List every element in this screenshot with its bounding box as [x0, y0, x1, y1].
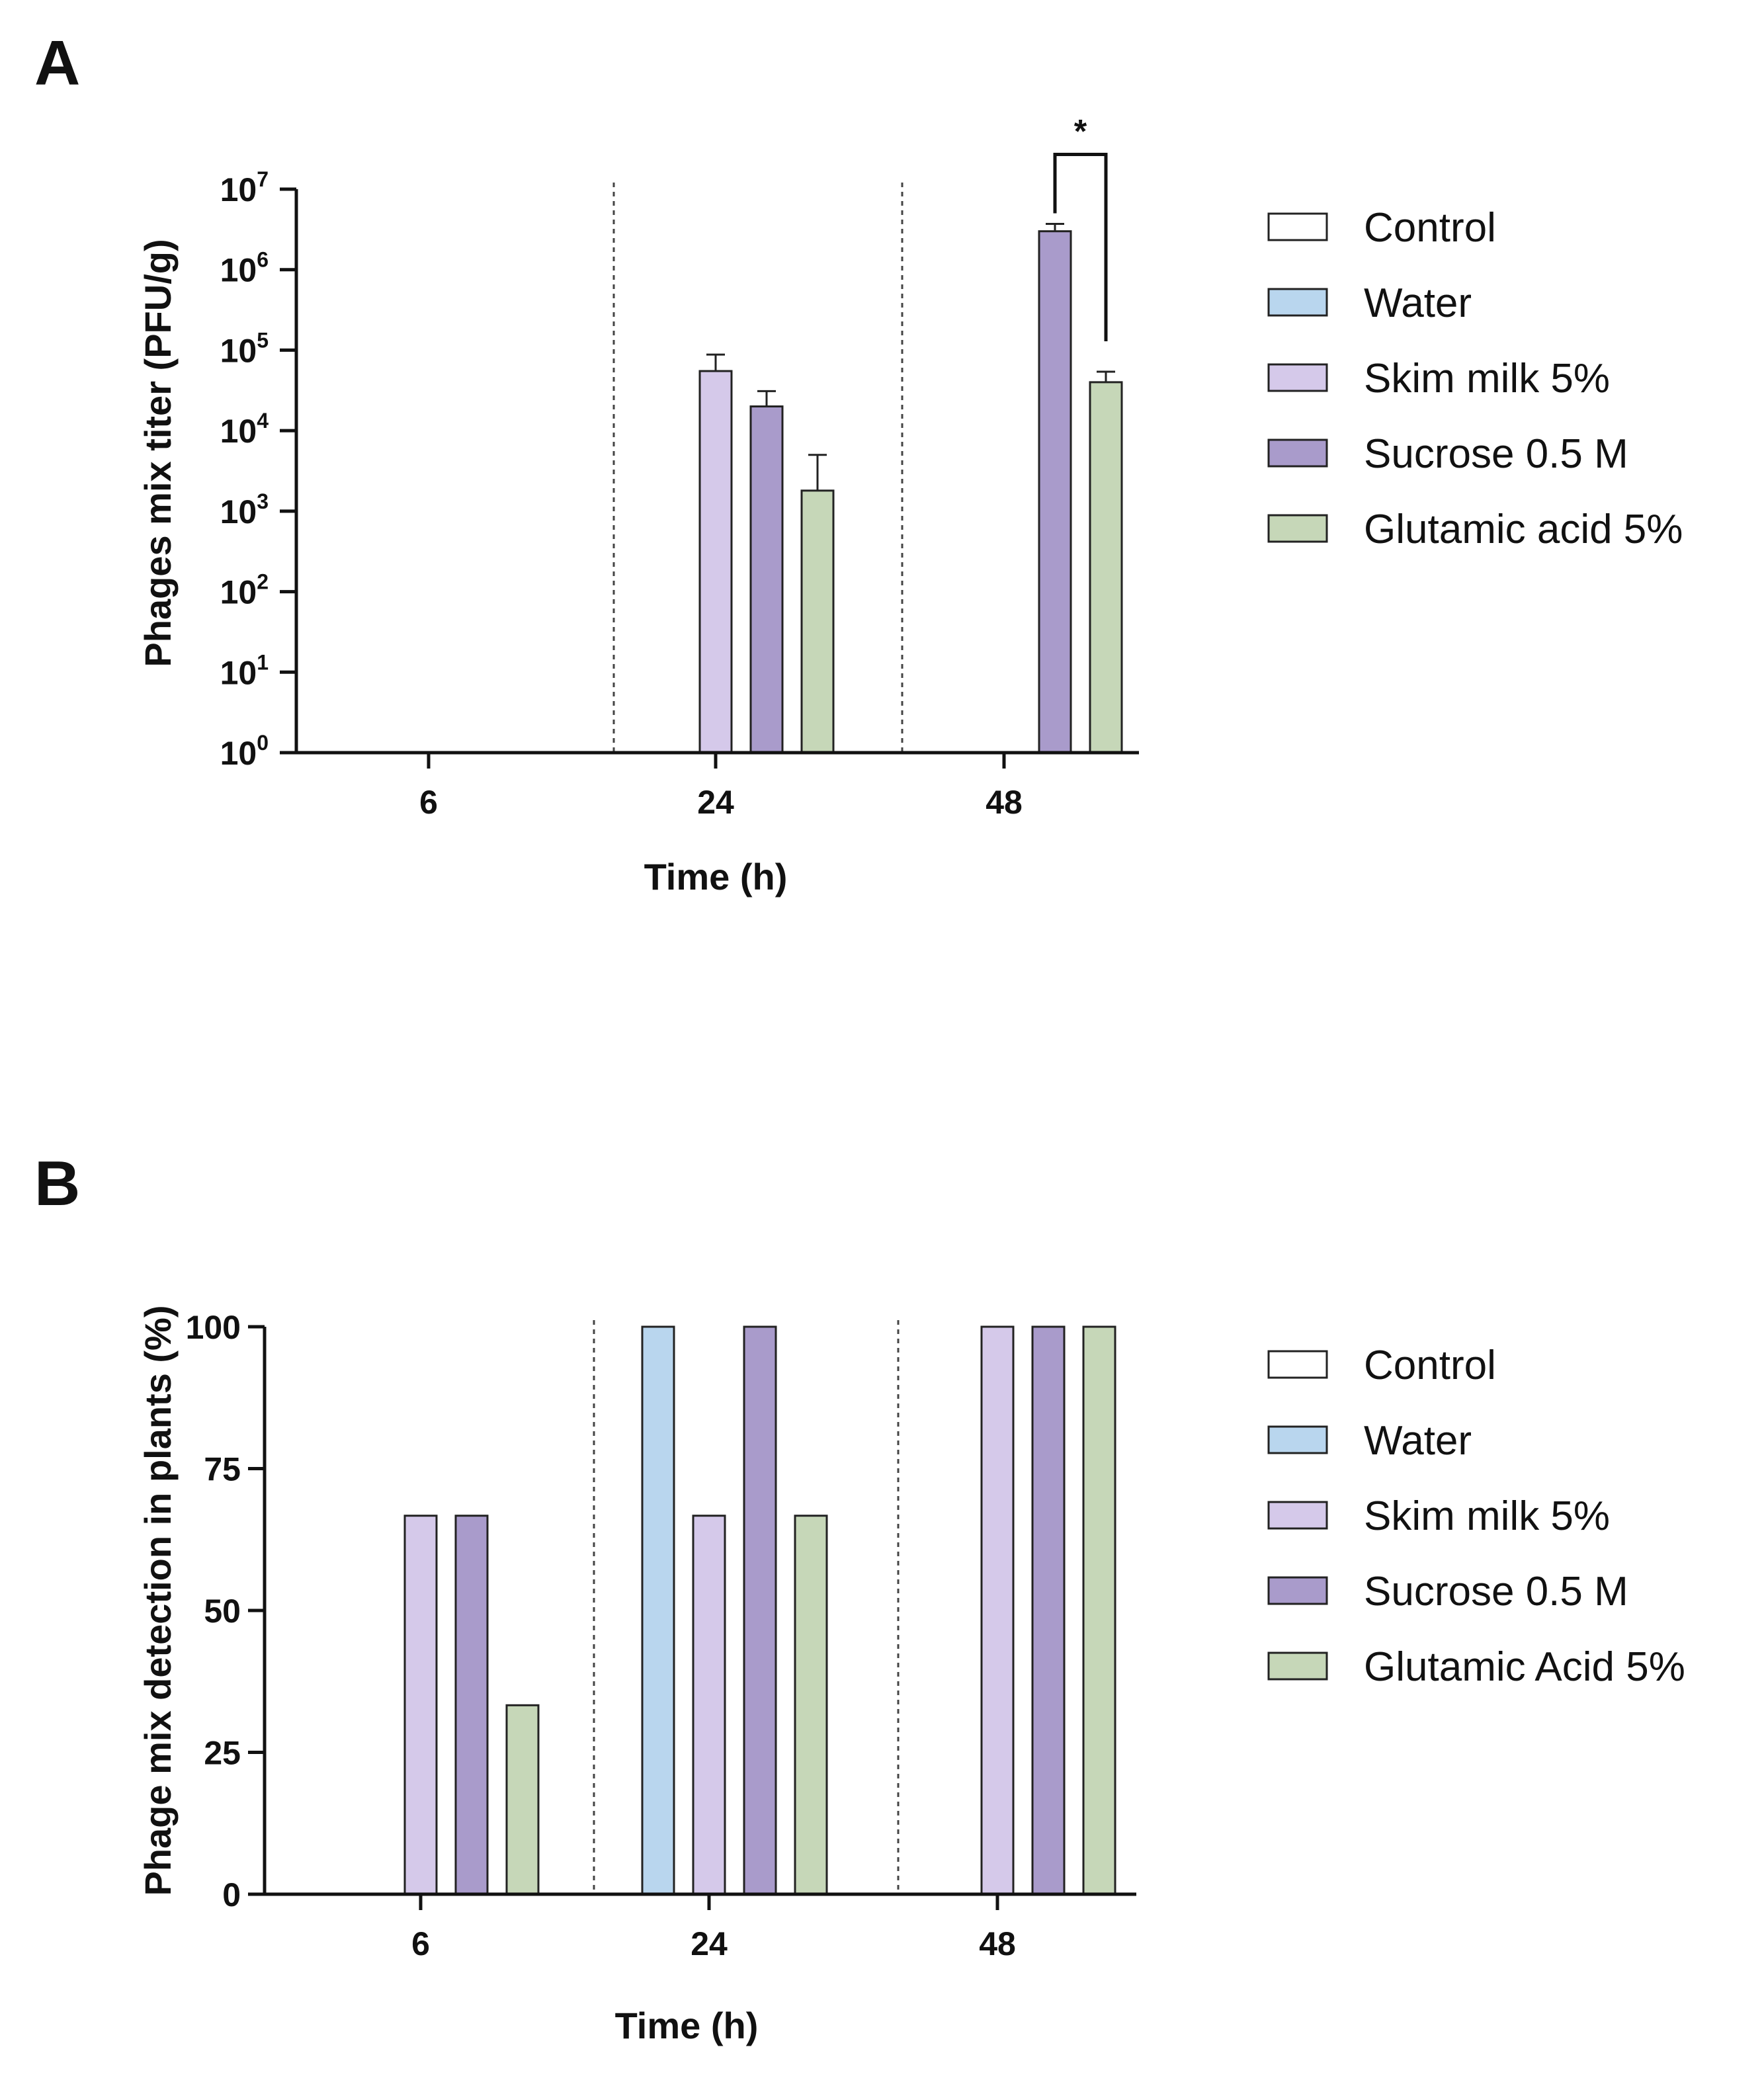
chart-a-y-ticks: 100 101 102 103 104 105 106 107 [220, 167, 296, 772]
chart-a-y-axis-title: Phages mix titer (PFU/g) [137, 239, 179, 667]
chart-a-legend-label-glutamic-acid-5: Glutamic acid 5% [1364, 507, 1683, 552]
panel-label-b: B [34, 1148, 80, 1219]
chart-b-bar-glutamic-acid-5-24 [794, 1515, 828, 1896]
chart-b-bar-sucrose-0-5-m-6 [454, 1515, 489, 1896]
chart-a-x-tick-label-48: 48 [986, 784, 1023, 821]
chart-a-significance-bracket [1053, 153, 1108, 342]
chart-a-legend: Control Water Skim milk 5% Sucrose 0.5 M Glu… [1267, 205, 1683, 552]
chart-a-bar-skim-milk-5-24 [698, 370, 733, 754]
chart-a-bar-glutamic-acid-5-24 [800, 489, 835, 754]
chart-b-bar-glutamic-acid-5-6 [505, 1704, 540, 1896]
chart-b-y-tick-label-0: 0 [222, 1876, 241, 1913]
chart-b-legend-swatch-skim-milk-5 [1267, 1501, 1328, 1530]
chart-a-y-tick-label-1: 101 [220, 650, 269, 691]
chart-b-bar-water-24 [641, 1325, 675, 1896]
panel-label-a: A [34, 28, 80, 99]
chart-b-legend-label-sucrose-0-5-m: Sucrose 0.5 M [1364, 1569, 1628, 1614]
chart-a-y-tick-label-2: 102 [220, 570, 269, 611]
chart-a-bar-sucrose-0-5-m-48 [1038, 230, 1072, 754]
chart-b-bar-skim-milk-5-48 [980, 1325, 1015, 1896]
chart-a-separators [612, 183, 903, 753]
chart-b-legend-swatch-control [1267, 1350, 1328, 1379]
chart-a-y-tick-label-4: 104 [220, 409, 269, 450]
chart-a-x-ticks: 6 24 48 [419, 753, 1023, 821]
chart-a-y-tick-label-6: 106 [220, 248, 269, 289]
chart-a-bars [698, 223, 1123, 754]
chart-a-y-tick-label-3: 103 [220, 489, 269, 530]
chart-a-legend-swatch-water [1267, 288, 1328, 317]
chart-b-legend-label-skim-milk-5: Skim milk 5% [1364, 1493, 1610, 1539]
chart-a-legend-label-water: Water [1364, 280, 1472, 326]
chart-a-x-tick-label-24: 24 [697, 784, 734, 821]
chart-b-y-tick-label-75: 75 [204, 1451, 241, 1488]
chart-a-x-axis-title: Time (h) [644, 856, 788, 898]
chart-b-bar-skim-milk-5-24 [692, 1515, 726, 1896]
chart-a-legend-swatch-glutamic-acid-5 [1267, 514, 1328, 543]
chart-b-y-tick-label-50: 50 [204, 1593, 241, 1630]
chart-a-significance: * [1053, 113, 1108, 342]
chart-a-axes [280, 189, 1139, 755]
chart-b-y-ticks: 0 25 50 75 100 [186, 1309, 265, 1913]
chart-b-x-axis-title: Time (h) [615, 2005, 759, 2046]
chart-b-legend-label-water: Water [1364, 1418, 1472, 1464]
chart-a-legend-label-skim-milk-5: Skim milk 5% [1364, 356, 1610, 401]
chart-b-bar-skim-milk-5-6 [403, 1515, 438, 1896]
chart-a-y-tick-label-0: 100 [220, 731, 269, 772]
chart-b-legend: Control Water Skim milk 5% Sucrose 0.5 M Glu… [1267, 1343, 1685, 1690]
chart-b-x-tick-label-48: 48 [979, 1925, 1016, 1962]
chart-b-legend-label-glutamic-acid-5: Glutamic Acid 5% [1364, 1644, 1685, 1690]
chart-a-x-tick-label-6: 6 [419, 784, 438, 821]
chart-b-x-ticks: 6 24 48 [411, 1894, 1016, 1962]
chart-b-bar-sucrose-0-5-m-48 [1031, 1325, 1066, 1896]
chart-b-legend-swatch-water [1267, 1425, 1328, 1454]
chart-a-bar-sucrose-0-5-m-24 [749, 405, 784, 754]
chart-a-legend-label-sucrose-0-5-m: Sucrose 0.5 M [1364, 431, 1628, 477]
chart-a-legend-swatch-sucrose-0-5-m [1267, 438, 1328, 468]
chart-b-legend-swatch-glutamic-acid-5 [1267, 1651, 1328, 1681]
chart-b-bar-sucrose-0-5-m-24 [743, 1325, 777, 1896]
chart-b-bars [403, 1325, 1116, 1896]
chart-b-legend-swatch-sucrose-0-5-m [1267, 1576, 1328, 1605]
chart-a-legend-label-control: Control [1364, 205, 1496, 251]
chart-b-y-tick-label-100: 100 [186, 1309, 241, 1346]
chart-a-legend-swatch-skim-milk-5 [1267, 363, 1328, 392]
chart-b-x-tick-label-6: 6 [411, 1925, 430, 1962]
chart-b-y-axis-title: Phage mix detection in plants (%) [137, 1305, 179, 1896]
chart-b-x-tick-label-24: 24 [691, 1925, 728, 1962]
chart-a-significance-label: * [1074, 113, 1087, 150]
chart-a-y-tick-label-7: 107 [220, 167, 269, 208]
chart-b-y-tick-label-25: 25 [204, 1735, 241, 1772]
chart-b-separators [593, 1320, 900, 1894]
chart-b-legend-label-control: Control [1364, 1343, 1496, 1388]
chart-a-y-tick-label-5: 105 [220, 328, 269, 369]
chart-a-legend-swatch-control [1267, 212, 1328, 241]
chart-b-bar-glutamic-acid-5-48 [1082, 1325, 1116, 1896]
chart-a-bar-glutamic-acid-5-48 [1089, 381, 1123, 754]
